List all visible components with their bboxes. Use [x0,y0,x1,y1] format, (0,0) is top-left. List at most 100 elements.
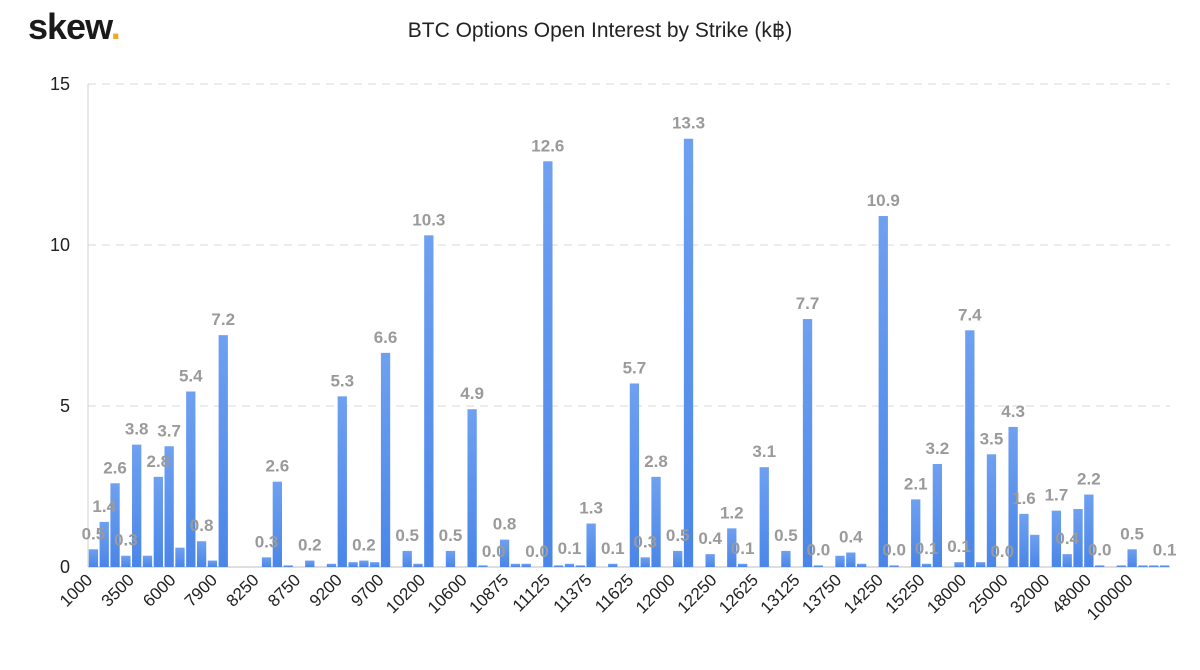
data-label: 2.6 [266,457,290,476]
x-tick-label: 13750 [798,570,845,617]
data-label: 0.1 [947,537,971,556]
bar [337,396,347,567]
gridlines [88,83,1170,407]
chart-title: BTC Options Open Interest by Strike (k฿) [407,19,793,42]
data-label: 4.3 [1001,402,1025,421]
data-label: 0.3 [255,532,279,551]
bar [737,563,748,567]
bar [878,216,888,567]
data-label: 7.4 [958,305,982,324]
data-label: 0.8 [493,515,517,534]
data-label: 3.2 [926,439,950,458]
bar [575,565,585,567]
data-label: 0.5 [774,526,798,545]
x-tick-label: 12625 [715,570,762,617]
x-tick-label: 11625 [591,570,637,616]
bar [1149,565,1159,567]
x-tick-label: 3500 [98,570,138,610]
data-label: 4.9 [460,384,484,403]
bar [1138,565,1148,567]
data-label: 3.7 [157,421,181,440]
x-tick-label: 11125 [509,570,554,615]
data-label: 0.5 [439,526,463,545]
bar [554,565,564,567]
data-label: 5.4 [179,367,203,386]
data-label: 0.1 [915,539,939,558]
data-label: 2.8 [147,452,171,471]
data-label: 5.3 [330,371,354,390]
axes [87,84,1170,568]
data-label: 3.1 [752,442,776,461]
data-label: 0.0 [807,540,831,559]
x-tick-label: 12000 [632,570,679,617]
data-label: 0.4 [839,528,863,547]
bar [110,483,120,567]
data-label: 0.4 [1055,529,1079,548]
bar [510,563,521,567]
skew-logo: skew. [28,6,121,48]
data-label: 7.2 [211,310,235,329]
data-label: 0.2 [298,536,322,555]
bar [1159,565,1170,567]
data-label: 2.6 [103,458,127,477]
bar [175,547,185,567]
x-tick-label: 9200 [306,570,346,610]
bar [88,549,99,567]
data-label: 6.6 [374,328,398,347]
bar [543,161,553,567]
bar [932,463,943,567]
logo-text: skew [28,6,112,47]
bar [207,560,218,567]
bar [218,335,228,567]
bar [986,454,997,567]
data-label: 0.5 [82,524,106,543]
bar [467,409,477,567]
data-label: 3.8 [125,420,149,439]
bar [132,444,142,567]
y-tick-label: 0 [60,557,70,577]
bar [402,550,412,567]
data-label: 10.3 [412,210,445,229]
data-label: 0.0 [882,540,906,559]
bar [835,555,845,567]
data-label: 2.8 [644,452,668,471]
bar [272,481,283,567]
bar [359,560,369,567]
bar [705,554,715,567]
bar [1019,513,1029,567]
data-label: 0.8 [190,516,214,535]
bar [1073,509,1083,567]
bar [1095,565,1105,567]
bar [305,560,315,567]
x-tick-label: 15250 [882,570,929,617]
logo-dot: . [110,6,121,47]
bar [153,476,163,567]
x-tick-label: 10200 [382,570,429,617]
bar [965,330,975,567]
bar [1084,494,1094,567]
data-label: 2.2 [1077,470,1101,489]
bar [1127,549,1137,567]
data-label: 1.7 [1045,486,1069,505]
y-tick-label: 10 [50,235,70,255]
y-tick-label: 15 [50,74,70,94]
bar [261,557,272,567]
bar [781,550,791,567]
bar [759,467,769,567]
data-label: 0.4 [698,529,722,548]
data-label: 0.1 [558,539,582,558]
bar [1008,426,1018,567]
data-label: 0.0 [525,542,549,561]
bar [380,352,391,567]
data-label: 5.7 [623,358,647,377]
x-tick-label: 100000 [1083,570,1137,624]
bar [99,521,109,567]
bar [911,499,921,567]
bar [802,319,813,567]
data-label: 0.0 [482,542,506,561]
data-label: 0.0 [1088,540,1112,559]
bar [413,563,423,567]
bar [1051,510,1062,567]
data-label: 1.2 [720,503,744,522]
